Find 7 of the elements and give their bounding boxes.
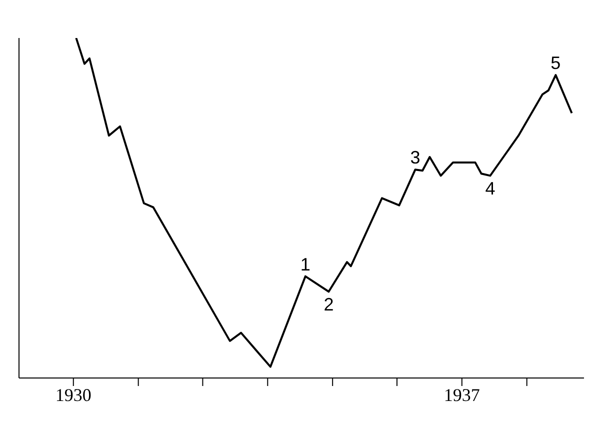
annotation: 1 bbox=[300, 254, 310, 274]
annotation: 5 bbox=[550, 53, 561, 74]
annotation: 4 bbox=[485, 178, 496, 198]
annotation: 2 bbox=[324, 294, 334, 314]
x-tick-label: 1930 bbox=[55, 384, 92, 405]
x-tick-label: 1937 bbox=[444, 384, 480, 405]
annotation: 3 bbox=[410, 148, 420, 168]
